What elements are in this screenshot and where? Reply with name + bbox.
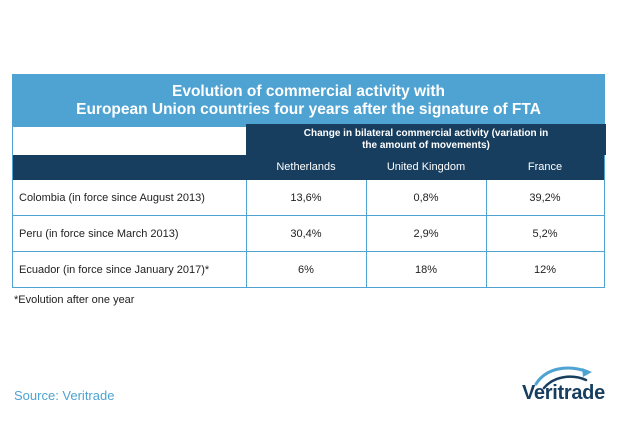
table-cell: 5,2%	[532, 228, 558, 240]
group-header-line-1: Change in bilateral commercial activity …	[303, 128, 549, 139]
table-cell: 12%	[533, 264, 557, 276]
column-divider	[486, 180, 487, 288]
group-header: Change in bilateral commercial activity …	[246, 124, 606, 155]
column-divider	[366, 180, 367, 288]
table-row-peru: Peru (in force since March 2013) 30,4% 2…	[13, 216, 604, 252]
row-label: Peru (in force since March 2013)	[19, 228, 179, 240]
source-caption: Source: Veritrade	[14, 388, 115, 403]
title-line-2: European Union countries four years afte…	[76, 101, 541, 118]
table-cell: 18%	[414, 264, 438, 276]
column-header-row: Netherlands United Kingdom France	[13, 155, 604, 180]
table-cell: 6%	[298, 264, 314, 276]
table-row-ecuador: Ecuador (in force since January 2017)* 6…	[13, 252, 604, 288]
row-label: Ecuador (in force since January 2017)*	[19, 264, 210, 276]
group-header-line-2: the amount of movements)	[362, 140, 490, 151]
veritrade-logo: Veritrade	[522, 362, 606, 410]
table-cell: 39,2%	[529, 192, 561, 204]
table-frame: Evolution of commercial activity with Eu…	[12, 74, 606, 288]
table-cell: 30,4%	[290, 228, 322, 240]
table-cell: 13,6%	[290, 192, 322, 204]
footnote: *Evolution after one year	[14, 294, 135, 306]
column-header-united-kingdom: United Kingdom	[386, 161, 466, 173]
column-divider	[246, 180, 247, 288]
table-cell: 0,8%	[413, 192, 439, 204]
column-header-france: France	[527, 161, 563, 173]
table-title: Evolution of commercial activity with Eu…	[13, 75, 604, 127]
logo-swoosh-icon	[534, 366, 592, 390]
logo-wordmark: Veritrade	[522, 382, 605, 404]
title-line-1: Evolution of commercial activity with	[171, 83, 446, 100]
row-label: Colombia (in force since August 2013)	[19, 192, 205, 204]
table-row-colombia: Colombia (in force since August 2013) 13…	[13, 180, 604, 216]
column-header-netherlands: Netherlands	[276, 161, 336, 173]
table-cell: 2,9%	[413, 228, 439, 240]
